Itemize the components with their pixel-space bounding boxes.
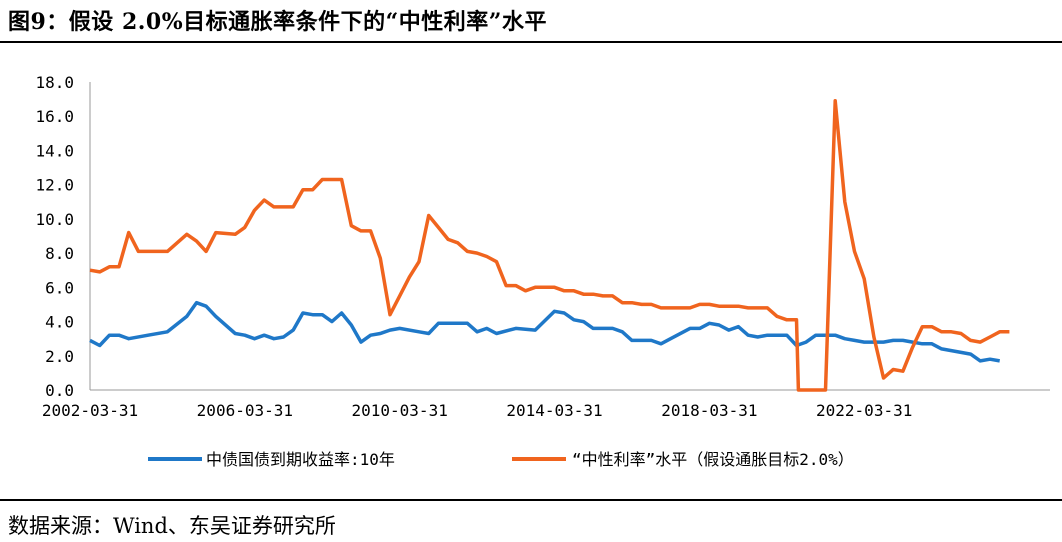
x-tick-label: 2006-03-31 (197, 401, 293, 420)
legend: 中债国债到期收益率:10年 “中性利率”水平（假设通胀目标2.0%） (148, 450, 854, 469)
x-tick-label: 2010-03-31 (352, 401, 448, 420)
x-axis: 2002-03-31 2006-03-31 2010-03-31 2014-03-31… (42, 389, 1050, 420)
series-line-1 (89, 300, 1001, 363)
x-tick-label: 2002-03-31 (42, 401, 138, 420)
chart-title: 图9：假设 2.0%目标通胀率条件下的“中性利率”水平 (8, 9, 547, 35)
y-tick-label: 16.0 (35, 107, 74, 126)
bottom-rule (0, 499, 1062, 501)
x-tick-label: 2018-03-31 (661, 401, 757, 420)
x-tick-label: 2014-03-31 (506, 401, 602, 420)
y-axis: 0.0 2.0 4.0 6.0 8.0 10.0 12.0 14.0 16.0 18.0 (35, 73, 91, 400)
x-tick-label: 2022-03-31 (816, 401, 912, 420)
data-source: 数据来源：Wind、东吴证券研究所 (8, 514, 336, 538)
series-line-2 (89, 99, 1010, 392)
y-tick-label: 8.0 (45, 244, 74, 263)
line-chart: 0.0 2.0 4.0 6.0 8.0 10.0 12.0 14.0 16.0 18.0 2002… (35, 73, 1050, 469)
y-tick-label: 18.0 (35, 73, 74, 92)
y-tick-label: 10.0 (35, 210, 74, 229)
legend-label-2: “中性利率”水平（假设通胀目标2.0%） (572, 450, 854, 469)
legend-label-1: 中债国债到期收益率:10年 (206, 450, 395, 469)
y-tick-label: 14.0 (35, 141, 74, 160)
y-tick-label: 6.0 (45, 278, 74, 297)
y-tick-label: 0.0 (45, 381, 74, 400)
y-tick-label: 2.0 (45, 347, 74, 366)
series-lines (89, 99, 1010, 392)
top-rule (0, 41, 1062, 43)
y-tick-label: 4.0 (45, 313, 74, 332)
y-tick-label: 12.0 (35, 176, 74, 195)
